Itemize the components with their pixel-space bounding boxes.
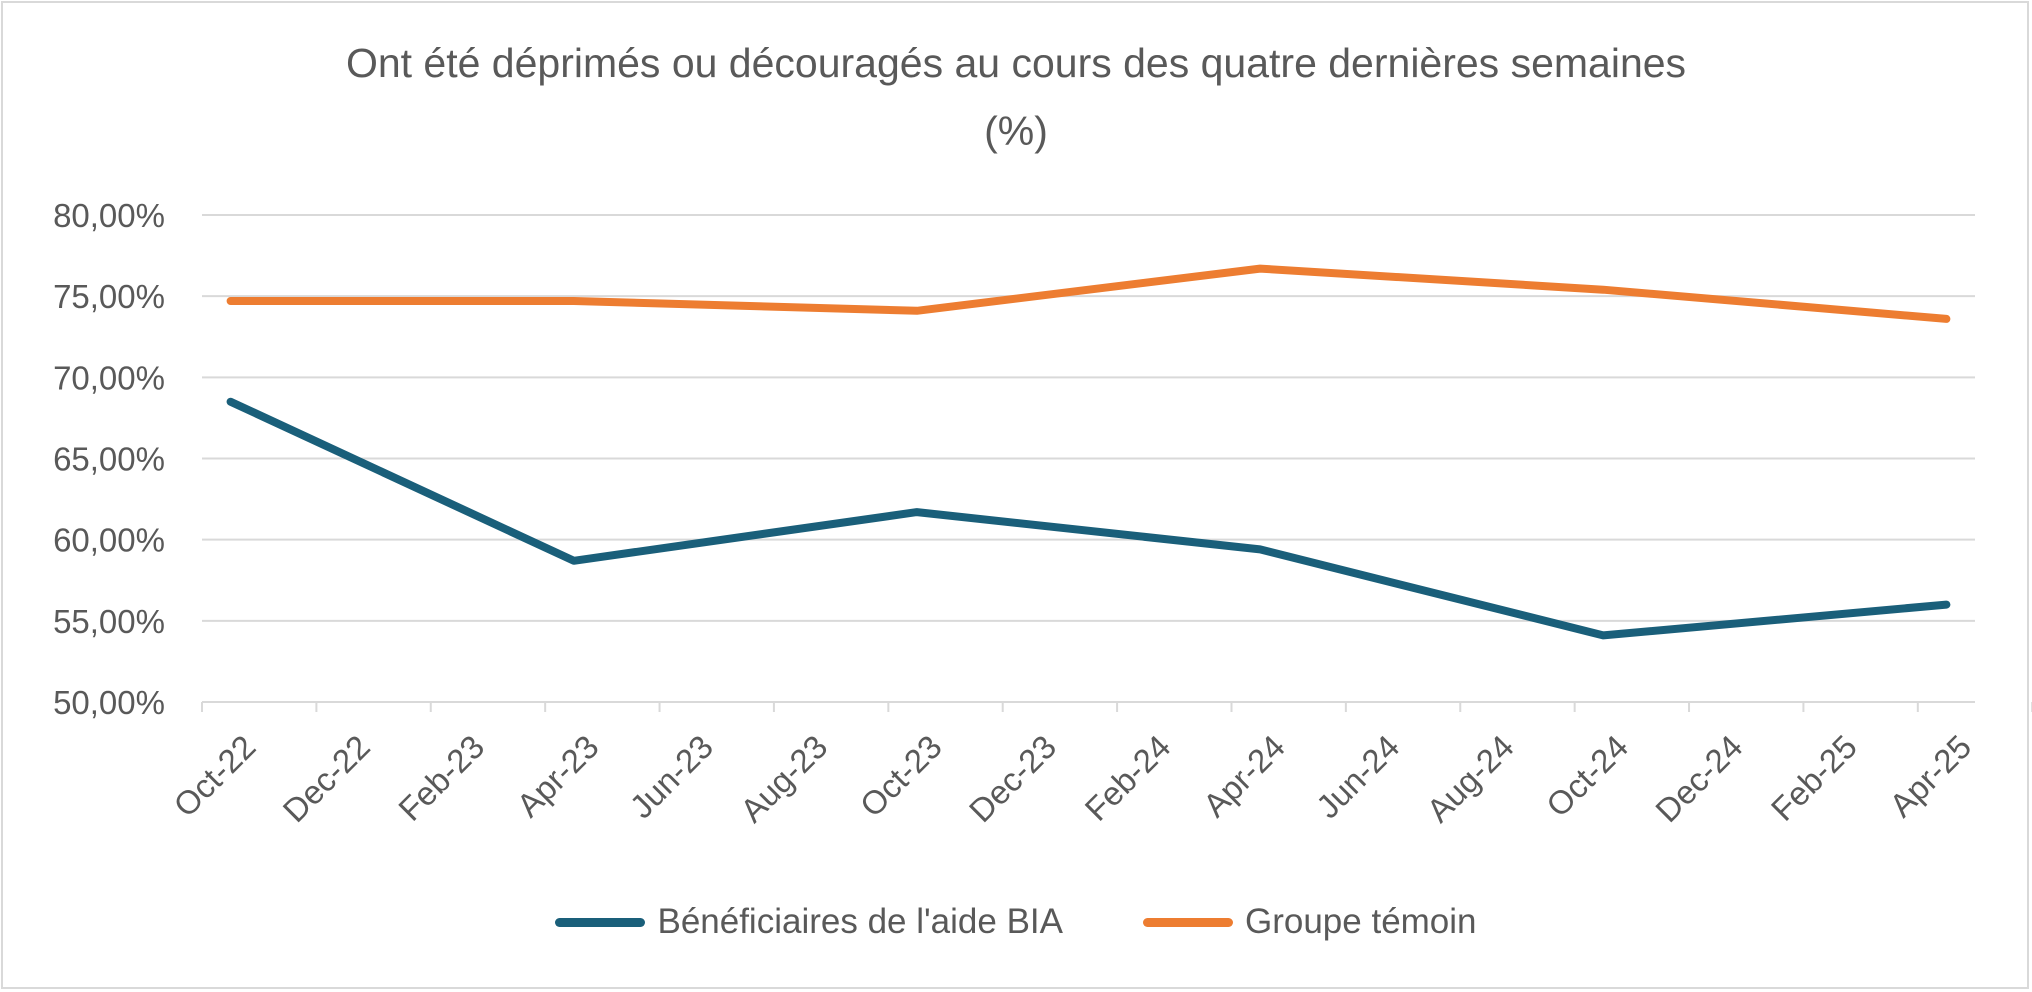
legend-swatch-bia xyxy=(555,917,646,927)
series-line-0 xyxy=(226,397,1951,640)
x-tick-label: Oct-24 xyxy=(1539,728,1635,824)
legend-item-temoin[interactable]: Groupe témoin xyxy=(1143,902,1477,942)
x-tick-label: Dec-23 xyxy=(962,728,1063,829)
x-tick-label: Jun-23 xyxy=(623,728,721,826)
x-axis xyxy=(201,701,2032,712)
x-tick-label: Dec-24 xyxy=(1648,728,1749,829)
x-tick-label: Feb-25 xyxy=(1764,728,1864,828)
x-tick-label: Apr-24 xyxy=(1196,728,1292,824)
chart-title: Ont été déprimés ou découragés au cours … xyxy=(345,40,1687,86)
x-tick-label: Dec-22 xyxy=(276,728,377,829)
x-tick-label: Apr-25 xyxy=(1882,728,1978,824)
x-axis-tick-labels: Oct-22 Dec-22 Feb-23 Apr-23 Jun-23 Aug-23 Oct-… xyxy=(166,728,1978,829)
chart-subtitle: (%) xyxy=(984,108,1048,154)
x-tick-label: Aug-24 xyxy=(1419,728,1520,829)
legend-item-bia[interactable]: Bénéficiaires de l'aide BIA xyxy=(555,902,1063,942)
y-tick-label: 75,00% xyxy=(53,278,165,315)
x-tick-label: Aug-23 xyxy=(733,728,834,829)
legend: Bénéficiaires de l'aide BIA Groupe témoi… xyxy=(0,902,2032,942)
y-tick-label: 65,00% xyxy=(53,441,165,478)
x-tick-label: Feb-24 xyxy=(1078,728,1178,828)
x-tick-label: Oct-22 xyxy=(166,728,262,824)
y-tick-label: 60,00% xyxy=(53,522,165,559)
series-line-1 xyxy=(226,264,1951,323)
series-lines xyxy=(226,264,1951,640)
legend-label-temoin: Groupe témoin xyxy=(1245,902,1477,941)
x-tick-label: Apr-23 xyxy=(509,728,605,824)
x-tick-label: Jun-24 xyxy=(1309,728,1407,826)
y-axis-tick-labels: 50,00% 55,00% 60,00% 65,00% 70,00% 75,00% 80,0… xyxy=(53,197,165,721)
x-tick-label: Feb-23 xyxy=(391,728,491,828)
x-tick-label: Oct-23 xyxy=(853,728,949,824)
legend-swatch-temoin xyxy=(1143,917,1233,927)
y-tick-label: 55,00% xyxy=(53,603,165,640)
y-tick-label: 70,00% xyxy=(53,359,165,396)
legend-label-bia: Bénéficiaires de l'aide BIA xyxy=(657,902,1063,941)
y-tick-label: 80,00% xyxy=(53,197,165,234)
y-tick-label: 50,00% xyxy=(53,684,165,721)
